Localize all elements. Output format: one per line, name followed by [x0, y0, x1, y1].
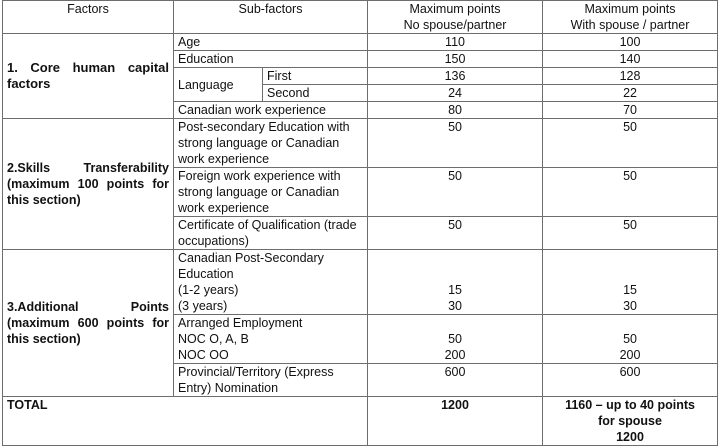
value-with-spouse: 50 [542, 118, 719, 168]
header-row: Factors Sub-factors Maximum points No spo… [2, 0, 719, 34]
total-label: TOTAL [1, 396, 369, 446]
header-sub-factors: Sub-factors [172, 0, 369, 34]
table-row: Foreign work experience with strong lang… [3, 167, 719, 217]
value-with-spouse: 50 [542, 216, 719, 250]
sub-factor-language-first: First [261, 67, 369, 85]
value-with-spouse: 128 [542, 67, 719, 85]
sub-factor-language-second: Second [261, 84, 369, 102]
header-no-spouse: Maximum points No spouse/partner [367, 0, 544, 34]
value-no-spouse: 150 [367, 50, 544, 68]
value-with-spouse: 22 [542, 84, 719, 102]
sub-factor: Foreign work experience with strong lang… [172, 167, 369, 217]
table-row: Second 24 22 [3, 84, 719, 102]
total-with-spouse: 1160 – up to 40 points for spouse 1200 [542, 396, 719, 446]
value-no-spouse: 50 [367, 167, 544, 217]
sub-factor: Provincial/Territory (Express Entry) Nomi… [172, 363, 369, 397]
skills-factor-label: 2.Skills Transferability (maximum 100 po… [2, 118, 174, 250]
total-row: TOTAL 1200 1160 – up to 40 points for spo… [1, 396, 719, 446]
header-factors: Factors [2, 0, 174, 34]
total-no-spouse: 1200 [367, 396, 544, 446]
table-row: 2.Skills Transferability (maximum 100 po… [2, 118, 719, 250]
sub-factor-age: Age [172, 33, 369, 51]
table-row: 1. Core human capital factors Age 110 10… [2, 33, 719, 119]
value-no-spouse: 15 30 [367, 249, 544, 315]
value-no-spouse: 50 [367, 118, 544, 168]
core-factor-label: 1. Core human capital factors [2, 33, 174, 119]
value-with-spouse: 600 [542, 363, 719, 397]
value-with-spouse: 15 30 [542, 249, 719, 315]
header-with-spouse: Maximum points With spouse / partner [542, 0, 719, 34]
table-row: Arranged Employment NOC O, A, B NOC OO 50 2… [3, 314, 719, 364]
value-with-spouse: 140 [542, 50, 719, 68]
additional-factor-label: 3.Additional Points (maximum 600 points … [2, 249, 174, 397]
value-no-spouse: 50 200 [367, 314, 544, 364]
value-with-spouse: 50 [542, 167, 719, 217]
sub-factor: Arranged Employment NOC O, A, B NOC OO [172, 314, 369, 364]
value-no-spouse: 110 [367, 33, 544, 51]
value-with-spouse: 100 [542, 33, 719, 51]
value-with-spouse: 50 200 [542, 314, 719, 364]
table-row: 3.Additional Points (maximum 600 points … [2, 249, 719, 397]
sub-factor-language: Language [173, 67, 263, 102]
value-no-spouse: 80 [367, 101, 544, 119]
value-no-spouse: 136 [367, 67, 544, 85]
sub-factor: Canadian Post-Secondary Education (1-2 yea… [172, 249, 369, 315]
value-no-spouse: 24 [367, 84, 544, 102]
value-no-spouse: 50 [367, 216, 544, 250]
sub-factor-canadian-work-experience: Canadian work experience [172, 101, 369, 119]
sub-factor: Post-secondary Education with strong lan… [172, 118, 369, 168]
value-no-spouse: 600 [367, 363, 544, 397]
table-row: Canadian work experience 80 70 [3, 101, 719, 119]
sub-factor-education: Education [172, 50, 369, 68]
sub-factor: Certificate of Qualification (trade occu… [172, 216, 369, 250]
value-with-spouse: 70 [542, 101, 719, 119]
